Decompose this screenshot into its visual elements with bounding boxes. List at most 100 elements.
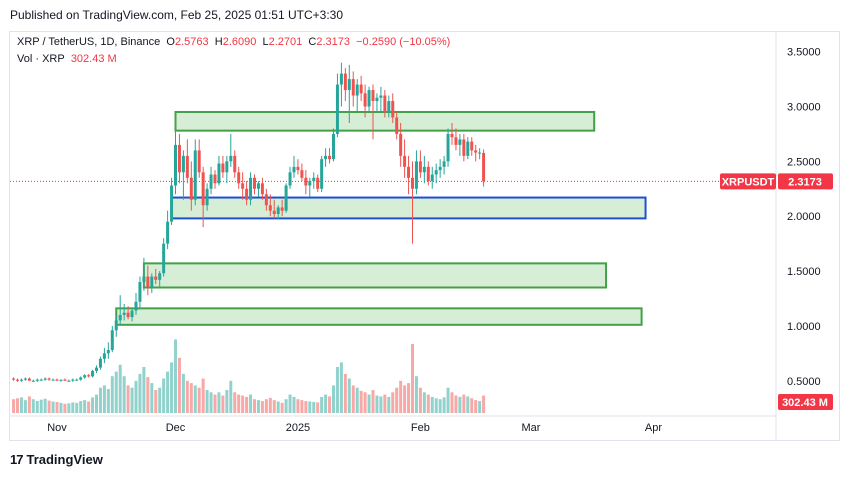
candle-body[interactable]	[426, 166, 430, 182]
candle-body[interactable]	[316, 177, 320, 189]
candle-body[interactable]	[197, 150, 201, 173]
candle-body[interactable]	[233, 155, 237, 173]
candle-body[interactable]	[304, 177, 308, 186]
candle-body[interactable]	[59, 379, 63, 381]
candle-body[interactable]	[55, 379, 59, 381]
candle-body[interactable]	[391, 101, 395, 118]
candle-body[interactable]	[324, 155, 328, 160]
candle-body[interactable]	[454, 137, 458, 145]
candle-body[interactable]	[339, 73, 343, 85]
candle-body[interactable]	[71, 379, 75, 381]
candle-body[interactable]	[470, 141, 474, 151]
candle-body[interactable]	[272, 210, 276, 215]
candle-body[interactable]	[98, 358, 102, 368]
candle-body[interactable]	[363, 93, 367, 107]
candle-body[interactable]	[225, 161, 229, 173]
candle-body[interactable]	[39, 379, 43, 381]
candle-body[interactable]	[466, 141, 470, 156]
candle-body[interactable]	[387, 101, 391, 112]
candle-body[interactable]	[245, 188, 249, 200]
candle-body[interactable]	[264, 194, 268, 206]
candle-body[interactable]	[118, 314, 122, 321]
candle-body[interactable]	[438, 166, 442, 171]
candle-body[interactable]	[351, 79, 355, 96]
candle-body[interactable]	[296, 166, 300, 171]
candle-body[interactable]	[383, 95, 387, 112]
candle-body[interactable]	[422, 166, 426, 173]
candle-body[interactable]	[162, 243, 166, 274]
candle-body[interactable]	[359, 84, 363, 94]
candle-body[interactable]	[83, 375, 87, 378]
candle-body[interactable]	[482, 152, 486, 182]
zone-box-blue[interactable]	[170, 196, 647, 220]
candle-body[interactable]	[268, 205, 272, 211]
candle-body[interactable]	[205, 188, 209, 206]
candle-body[interactable]	[126, 312, 130, 318]
candle-body[interactable]	[154, 276, 158, 280]
candle-body[interactable]	[43, 378, 47, 380]
candle-body[interactable]	[375, 97, 379, 102]
candle-body[interactable]	[166, 221, 170, 244]
candle-body[interactable]	[253, 177, 256, 189]
candle-body[interactable]	[95, 367, 98, 371]
candle-body[interactable]	[399, 133, 403, 156]
candle-body[interactable]	[446, 133, 450, 162]
candle-body[interactable]	[114, 320, 118, 331]
candle-body[interactable]	[221, 163, 225, 173]
candle-body[interactable]	[462, 139, 466, 156]
candle-body[interactable]	[213, 174, 217, 184]
candle-body[interactable]	[122, 312, 126, 315]
candle-body[interactable]	[185, 155, 189, 178]
candle-body[interactable]	[256, 183, 260, 189]
candle-body[interactable]	[280, 207, 284, 211]
candle-body[interactable]	[47, 378, 51, 380]
candle-body[interactable]	[249, 177, 253, 200]
candle-body[interactable]	[434, 170, 438, 175]
candle-body[interactable]	[260, 183, 264, 195]
candle-body[interactable]	[142, 276, 146, 283]
candle-body[interactable]	[450, 133, 454, 138]
candle-body[interactable]	[79, 377, 83, 380]
candle-body[interactable]	[170, 185, 174, 222]
candle-body[interactable]	[403, 155, 407, 167]
candle-body[interactable]	[292, 166, 296, 173]
candle-body[interactable]	[12, 378, 16, 380]
candle-body[interactable]	[411, 177, 414, 189]
candle-body[interactable]	[442, 161, 446, 167]
candle-body[interactable]	[328, 155, 332, 160]
candle-body[interactable]	[367, 90, 371, 107]
candle-body[interactable]	[414, 161, 418, 189]
candle-body[interactable]	[87, 375, 91, 377]
candle-body[interactable]	[379, 95, 383, 98]
candle-body[interactable]	[347, 79, 351, 91]
candle-body[interactable]	[217, 163, 221, 184]
candle-body[interactable]	[300, 170, 304, 178]
candle-body[interactable]	[19, 379, 23, 381]
candle-body[interactable]	[16, 379, 19, 381]
candle-body[interactable]	[288, 172, 292, 186]
candle-body[interactable]	[130, 310, 134, 318]
symbol-title[interactable]: XRP / TetherUS, 1D, Binance	[17, 36, 161, 48]
candle-body[interactable]	[237, 172, 241, 184]
candle-body[interactable]	[91, 370, 95, 377]
candle-body[interactable]	[395, 117, 399, 134]
candle-body[interactable]	[343, 73, 347, 91]
candle-body[interactable]	[35, 379, 39, 381]
footer-brand[interactable]: 17 TradingView	[10, 452, 103, 467]
candle-body[interactable]	[209, 174, 213, 189]
candle-body[interactable]	[201, 172, 205, 206]
candle-body[interactable]	[150, 276, 154, 288]
candle-body[interactable]	[312, 177, 316, 182]
candle-body[interactable]	[430, 174, 434, 182]
candle-body[interactable]	[181, 155, 185, 173]
candle-body[interactable]	[75, 379, 79, 381]
candle-body[interactable]	[355, 84, 359, 96]
candle-body[interactable]	[284, 185, 288, 211]
candle-body[interactable]	[308, 181, 312, 186]
candle-body[interactable]	[158, 273, 162, 280]
candle-body[interactable]	[31, 380, 35, 382]
candle-body[interactable]	[106, 350, 110, 354]
candle-body[interactable]	[138, 282, 142, 302]
volume-label[interactable]: Vol · XRP	[17, 53, 65, 65]
